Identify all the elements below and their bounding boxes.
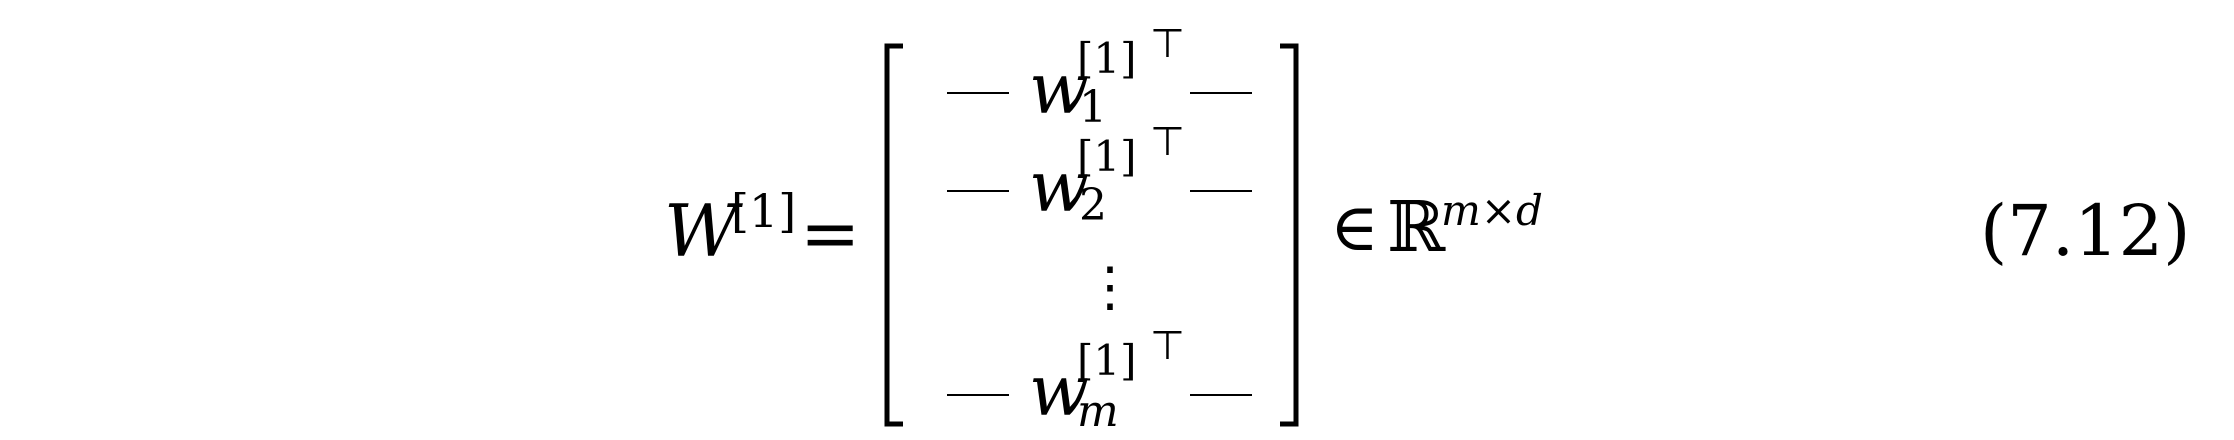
row-2-subscript: 2 xyxy=(1079,180,1107,231)
row-2-superscript: [1] xyxy=(1077,132,1137,181)
equals-sign: = xyxy=(800,191,861,275)
row-2-symbol: w xyxy=(1029,146,1089,228)
row-2-left-dash xyxy=(947,190,1009,192)
matrix-vdots: ⋮ xyxy=(1083,255,1137,318)
lhs-symbol: W xyxy=(664,189,739,273)
row-2-right-dash xyxy=(1190,190,1252,192)
row-1-right-dash xyxy=(1190,92,1252,94)
element-of-symbol: ∈ xyxy=(1330,189,1379,266)
row-m-right-dash xyxy=(1190,394,1252,396)
right-bracket xyxy=(1280,43,1299,427)
row-1-subscript: 1 xyxy=(1079,82,1107,133)
row-m-left-dash xyxy=(947,394,1009,396)
row-1-superscript: [1] xyxy=(1077,34,1137,83)
row-m-symbol: w xyxy=(1029,350,1089,432)
equation-number: (7.12) xyxy=(1980,190,2191,272)
row-m-subscript: m xyxy=(1077,386,1119,437)
row-1-symbol: w xyxy=(1029,48,1089,130)
dimension-superscript: m×d xyxy=(1441,186,1543,235)
lhs-superscript: [1] xyxy=(731,184,797,238)
real-numbers-symbol: ℝ xyxy=(1387,186,1446,268)
row-1-transpose: ⊤ xyxy=(1150,21,1185,67)
row-1-left-dash xyxy=(947,92,1009,94)
row-2-transpose: ⊤ xyxy=(1150,119,1185,165)
row-m-transpose: ⊤ xyxy=(1150,323,1185,369)
row-m-superscript: [1] xyxy=(1077,336,1137,385)
left-bracket xyxy=(884,43,903,427)
